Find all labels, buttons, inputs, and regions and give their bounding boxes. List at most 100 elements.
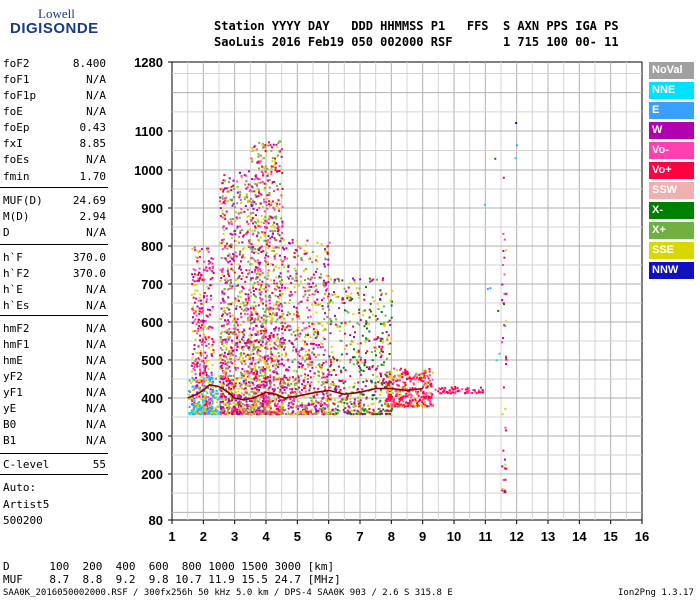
echo-point xyxy=(324,381,327,384)
echo-point xyxy=(264,368,267,371)
echo-point xyxy=(254,365,257,368)
echo-point xyxy=(308,403,311,406)
echo-point xyxy=(311,322,314,325)
echo-point xyxy=(245,180,248,183)
echo-point xyxy=(396,405,399,408)
echo-point xyxy=(424,404,427,407)
echo-point xyxy=(389,324,392,327)
echo-point xyxy=(257,317,260,320)
echo-point xyxy=(279,337,282,340)
echo-point xyxy=(373,394,376,396)
echo-point xyxy=(277,337,279,340)
echo-point xyxy=(354,331,356,334)
echo-point xyxy=(323,402,326,405)
echo-point xyxy=(279,240,282,243)
echo-point xyxy=(258,379,261,382)
echo-point xyxy=(210,326,213,329)
param-value: 0.43 xyxy=(79,121,107,134)
echo-point xyxy=(272,225,275,228)
echo-point xyxy=(313,300,316,303)
echo-point xyxy=(365,366,368,369)
echo-point xyxy=(270,279,273,282)
echo-point xyxy=(368,339,371,342)
echo-point xyxy=(503,256,506,259)
echo-point xyxy=(277,345,280,348)
echo-point xyxy=(275,411,278,414)
echo-point xyxy=(246,186,249,189)
echo-point xyxy=(293,279,296,282)
echo-point xyxy=(304,293,307,296)
echo-point xyxy=(371,398,374,401)
echo-point xyxy=(350,340,353,343)
echo-point xyxy=(221,195,224,198)
echo-point xyxy=(250,341,253,344)
echo-point xyxy=(289,242,292,245)
echo-point xyxy=(421,376,424,379)
param-row: hmF2 N/A xyxy=(3,322,106,337)
echo-point xyxy=(266,307,269,310)
echo-point xyxy=(278,308,281,311)
echo-point xyxy=(260,332,263,335)
echo-point xyxy=(283,348,285,351)
echo-point xyxy=(334,408,337,411)
echo-point xyxy=(279,382,282,385)
echo-point xyxy=(273,160,276,163)
echo-point xyxy=(337,404,340,407)
echo-point xyxy=(210,374,213,377)
echo-point xyxy=(260,325,263,328)
param-key: B0 xyxy=(3,418,17,431)
echo-point xyxy=(228,411,231,414)
echo-point xyxy=(308,389,311,392)
echo-point xyxy=(268,302,271,305)
echo-point xyxy=(428,379,431,382)
echo-point xyxy=(304,376,307,379)
echo-point xyxy=(224,292,227,295)
echo-point xyxy=(293,412,296,415)
echo-point xyxy=(231,237,233,240)
echo-point xyxy=(206,354,208,357)
echo-point xyxy=(238,340,241,343)
echo-point xyxy=(252,211,255,214)
echo-point xyxy=(281,343,284,346)
echo-point xyxy=(320,273,322,276)
echo-point xyxy=(392,378,395,381)
echo-point xyxy=(259,270,262,273)
echo-point xyxy=(234,229,237,232)
echo-point xyxy=(330,278,332,281)
echo-point xyxy=(265,252,268,255)
echo-point xyxy=(240,376,243,379)
echo-point xyxy=(291,318,294,321)
echo-point xyxy=(269,296,272,299)
echo-point xyxy=(237,387,240,390)
echo-point xyxy=(233,333,236,336)
echo-point xyxy=(258,406,260,409)
param-value: N/A xyxy=(86,89,106,102)
echo-point xyxy=(310,381,313,384)
echo-point xyxy=(205,395,208,398)
echo-point xyxy=(280,411,283,414)
echo-point xyxy=(252,306,255,309)
echo-point xyxy=(340,353,343,356)
echo-point xyxy=(321,397,324,400)
echo-point xyxy=(489,287,492,290)
echo-point xyxy=(230,384,233,387)
echo-point xyxy=(266,340,269,343)
echo-point xyxy=(212,339,215,342)
echo-point xyxy=(269,381,272,384)
param-row: C-level 55 xyxy=(3,458,106,473)
echo-point xyxy=(371,359,374,362)
echo-point xyxy=(192,396,194,399)
echo-point xyxy=(246,372,249,375)
echo-point xyxy=(221,297,224,300)
echo-point xyxy=(284,322,287,325)
echo-point xyxy=(275,355,278,358)
echo-point xyxy=(353,409,356,412)
echo-point xyxy=(283,338,286,341)
echo-point xyxy=(251,160,254,163)
echo-point xyxy=(424,371,427,374)
echo-point xyxy=(300,280,302,283)
echo-point xyxy=(267,246,270,249)
echo-point xyxy=(330,361,332,364)
echo-point xyxy=(207,401,210,404)
echo-point xyxy=(388,390,391,393)
